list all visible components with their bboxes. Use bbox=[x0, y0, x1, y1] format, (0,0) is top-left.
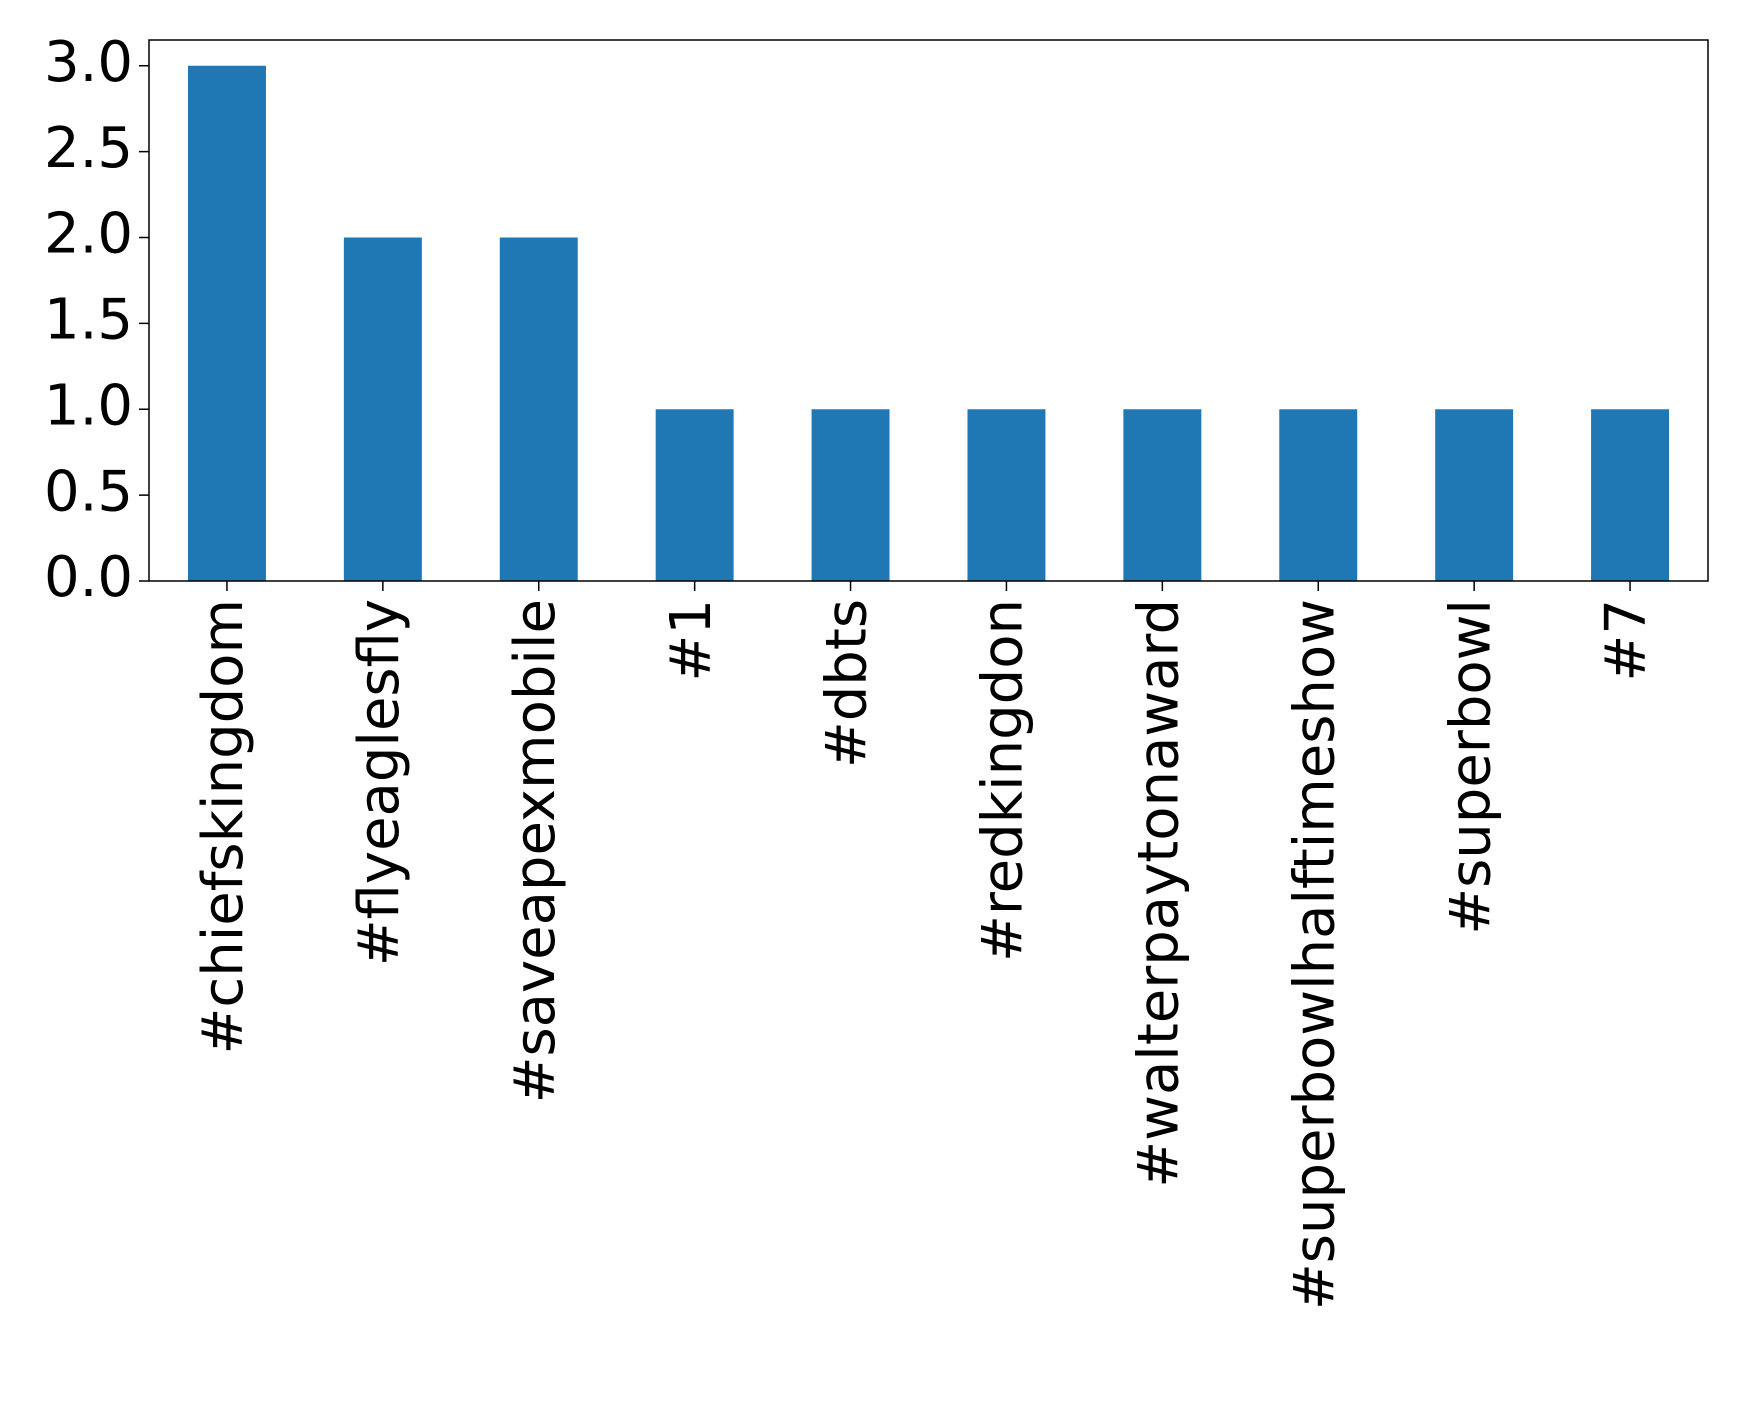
bar bbox=[655, 409, 734, 581]
bar bbox=[1123, 409, 1202, 581]
y-tick-label: 0.0 bbox=[44, 545, 133, 610]
x-tick-label: #flyeaglesfly bbox=[347, 599, 412, 966]
x-tick-label: #superbowl bbox=[1438, 599, 1503, 935]
y-tick-label: 1.0 bbox=[44, 373, 133, 438]
bar bbox=[1591, 409, 1670, 581]
plot-frame bbox=[148, 39, 1709, 582]
bar bbox=[967, 409, 1046, 581]
y-tick-label: 3.0 bbox=[44, 30, 133, 95]
y-tick-label: 2.0 bbox=[44, 202, 133, 267]
x-tick-label: #1 bbox=[659, 599, 724, 682]
x-tick-label: #redkingdon bbox=[971, 599, 1036, 962]
y-tick-label: 0.5 bbox=[44, 459, 133, 524]
x-tick-label: #walterpaytonaward bbox=[1126, 599, 1191, 1188]
x-tick-label: #7 bbox=[1594, 599, 1659, 682]
bar bbox=[1435, 409, 1514, 581]
x-tick-label: #chiefskingdom bbox=[191, 599, 256, 1055]
bar bbox=[499, 237, 578, 581]
bar bbox=[343, 237, 422, 581]
y-tick-label: 1.5 bbox=[44, 288, 133, 353]
x-tick-label: #dbts bbox=[815, 599, 880, 768]
x-tick-label: #superbowlhalftimeshow bbox=[1282, 599, 1347, 1310]
bar bbox=[1279, 409, 1358, 581]
bar bbox=[811, 409, 890, 581]
x-tick-label: #saveapexmobile bbox=[503, 599, 568, 1103]
bar bbox=[187, 65, 266, 581]
y-tick-label: 2.5 bbox=[44, 116, 133, 181]
